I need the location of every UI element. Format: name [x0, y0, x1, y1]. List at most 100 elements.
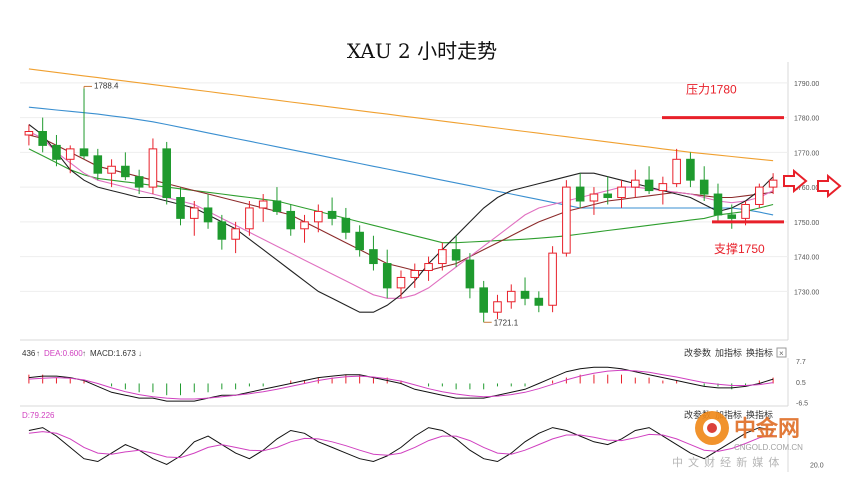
- moving-average-line: [28, 106, 774, 216]
- candle-body: [355, 231, 364, 251]
- y-tick-label: 1740.00: [794, 255, 819, 262]
- candle-body: [534, 297, 544, 306]
- candle-body: [24, 131, 34, 136]
- candlestick: [617, 180, 626, 208]
- kdj-plot: [28, 427, 774, 465]
- close-icon[interactable]: [776, 347, 787, 358]
- candle-body: [107, 165, 116, 174]
- candlestick: [107, 159, 116, 188]
- high-price-label: 1788.4: [94, 81, 119, 90]
- candle-body: [396, 276, 406, 289]
- kdj-switch-indicator-button[interactable]: 换指标: [746, 409, 773, 420]
- macd-header: 436 ↑ DEA:0.600 ↑ MACD:1.673 ↓ 改参数 加指标 换…: [22, 347, 787, 358]
- candle-body: [369, 249, 378, 265]
- candlestick: [189, 201, 199, 236]
- candle-body: [258, 200, 268, 209]
- candlestick: [245, 201, 254, 236]
- candlestick: [424, 256, 433, 281]
- macd-add-indicator-button[interactable]: 加指标: [715, 347, 742, 358]
- candle-body: [300, 221, 309, 230]
- candlestick: [65, 145, 75, 174]
- candle-body: [231, 228, 240, 240]
- main-y-axis: 1790.00 1780.00 1770.00 1760.00 1750.00 1740.…: [794, 81, 819, 297]
- moving-average-line: [28, 68, 774, 162]
- candlestick: [534, 291, 544, 313]
- macd-panel: [20, 358, 789, 407]
- candlestick: [162, 141, 171, 205]
- candle-body: [341, 217, 351, 233]
- watermark-site: CNGOLD.COM.CN: [734, 443, 803, 452]
- candle-body: [727, 214, 737, 219]
- candlestick: [258, 194, 268, 222]
- kdj-add-indicator-button[interactable]: 加指标: [715, 409, 742, 420]
- candlestick: [493, 294, 502, 320]
- candlestick: [520, 277, 530, 306]
- kdj-edit-params-button[interactable]: 改参数: [684, 409, 711, 420]
- moving-average-line: [28, 134, 774, 272]
- candlestick: [341, 207, 351, 240]
- support-label: 支撑1750: [714, 241, 765, 256]
- candle-body: [617, 186, 626, 199]
- candle-body: [410, 270, 420, 278]
- candle-body: [479, 287, 488, 313]
- candle-body: [589, 193, 599, 202]
- macd-switch-indicator-button[interactable]: 换指标: [746, 347, 773, 358]
- down-arrow-icon: ↓: [138, 349, 142, 358]
- candlestick: [506, 284, 516, 309]
- candlestick: [176, 187, 185, 226]
- candlestick: [768, 173, 778, 195]
- candlestick: [314, 204, 323, 233]
- candlestick: [79, 88, 89, 160]
- up-arrow-icon: ↑: [36, 349, 40, 358]
- candle-body: [65, 148, 75, 160]
- macd-y-tick-label: -6.5: [796, 401, 808, 408]
- candlestick: [451, 235, 461, 268]
- candle-body: [327, 210, 337, 219]
- candle-body: [506, 290, 516, 303]
- macd-y-tick-label: 7.7: [796, 359, 806, 366]
- candlestick: [410, 263, 420, 288]
- y-tick-label: 1750.00: [794, 220, 819, 227]
- y-tick-label: 1760.00: [794, 185, 819, 192]
- macd-prefix-label: 436: [22, 349, 36, 358]
- candle-body: [575, 186, 585, 202]
- candlestick: [396, 270, 406, 299]
- macd-plot: [28, 366, 774, 402]
- candle-body: [217, 221, 227, 240]
- kdj-d-label: D:79.226: [22, 411, 55, 420]
- candle-body: [176, 197, 185, 219]
- candlestick: [38, 117, 47, 153]
- close-icon-glyph: ×: [779, 349, 784, 358]
- candlestick: [286, 204, 296, 236]
- candlestick: [575, 173, 585, 208]
- watermark-logo: 中金网 CNGOLD.COM.CN 中 文 财 经 新 媒 体: [672, 411, 803, 469]
- candle-body: [148, 148, 158, 188]
- macd-edit-params-button[interactable]: 改参数: [684, 347, 711, 358]
- candlestick: [699, 166, 709, 201]
- candlestick: [548, 246, 557, 313]
- candle-body: [741, 203, 750, 219]
- candlestick: [713, 183, 723, 222]
- candle-body: [424, 263, 433, 271]
- candle-body: [272, 200, 282, 212]
- y-tick-label: 1770.00: [794, 150, 819, 157]
- candle-body: [686, 158, 695, 181]
- candlestick: [631, 169, 640, 198]
- candle-body: [562, 186, 571, 254]
- trend-arrow-1: [783, 168, 808, 194]
- high-marker: 1788.4: [83, 81, 119, 90]
- candlestick: [672, 148, 681, 188]
- candlestick: [465, 253, 475, 299]
- candle-body: [713, 193, 723, 216]
- candlestick: [369, 235, 378, 271]
- candlestick: [686, 152, 695, 188]
- candle-body: [438, 249, 447, 265]
- candle-body: [699, 179, 709, 195]
- macd-y-tick-label: 0.5: [796, 380, 806, 387]
- kdj-y-tick-label: 20.0: [810, 462, 824, 469]
- candlestick: [134, 169, 144, 195]
- candle-body: [245, 207, 254, 230]
- candlestick: [148, 138, 158, 195]
- candle-body: [520, 290, 530, 299]
- logo-dot-icon: [707, 423, 717, 433]
